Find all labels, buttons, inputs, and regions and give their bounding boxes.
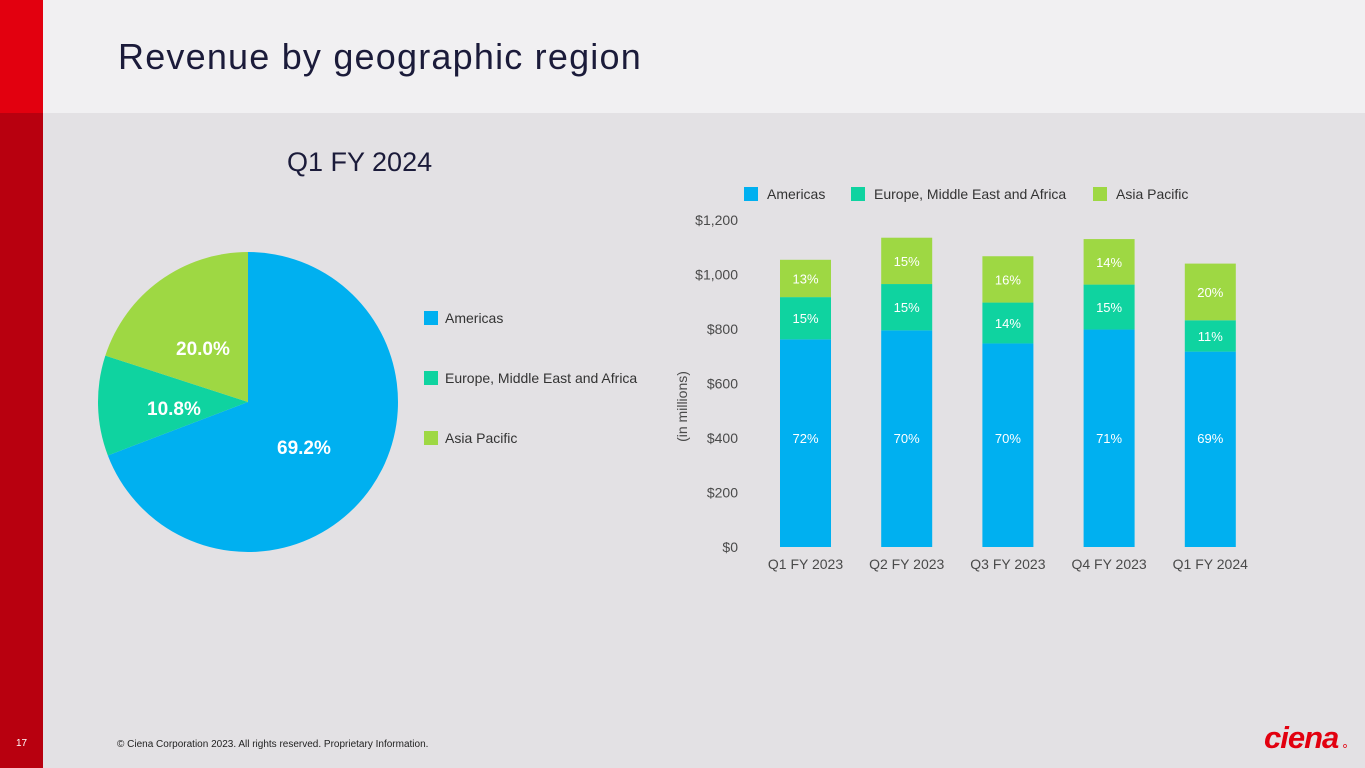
pie-legend-item: Americas <box>424 309 504 326</box>
bar-data-label: 71% <box>1096 431 1122 446</box>
legend-label: Americas <box>445 309 504 326</box>
bar-legend-label: Europe, Middle East and Africa <box>874 186 1066 202</box>
slide-title: Revenue by geographic region <box>118 36 642 77</box>
bar-segment-americas <box>780 339 831 547</box>
legend-swatch <box>424 310 438 325</box>
x-tick-label: Q1 FY 2024 <box>1173 556 1248 572</box>
x-tick-label: Q2 FY 2023 <box>869 556 944 572</box>
legend-label: Europe, Middle East and Africa <box>445 369 638 386</box>
bar-data-label: 14% <box>1096 255 1122 270</box>
x-tick-label: Q1 FY 2023 <box>768 556 843 572</box>
bar-segment-emea <box>881 284 933 331</box>
bar-legend-label: Asia Pacific <box>1116 186 1188 202</box>
brand-red-bar-top <box>0 0 43 113</box>
header-band <box>43 0 1365 113</box>
bar-segment-emea <box>780 297 831 340</box>
legend-label: Asia Pacific <box>445 429 518 446</box>
bar-legend-swatch <box>851 187 865 201</box>
y-tick-label: $400 <box>707 430 738 446</box>
y-tick-label: $0 <box>722 539 738 555</box>
y-tick-label: $800 <box>707 321 738 337</box>
bar-data-label: 13% <box>792 271 818 286</box>
copyright-notice: © Ciena Corporation 2023. All rights res… <box>117 739 429 750</box>
bar-segment-americas <box>1083 329 1135 547</box>
brand-red-bar <box>0 113 43 768</box>
y-tick-label: $600 <box>707 376 738 392</box>
stacked-bar-chart: $0 $200 $400 $600 $800 $1,000 $1,200 (in millio… <box>674 186 1248 572</box>
bar-legend-swatch <box>1093 187 1107 201</box>
pie-slice-label: 20.0% <box>176 339 230 360</box>
bar-segment-emea <box>1083 284 1135 330</box>
bar-segment-apac <box>1184 263 1236 321</box>
bar-data-label: 69% <box>1197 431 1223 446</box>
bar-data-label: 14% <box>995 316 1021 331</box>
legend-swatch <box>424 430 438 445</box>
pie-legend-item: Asia Pacific <box>424 429 518 446</box>
legend-swatch <box>424 370 438 385</box>
page-number: 17 <box>15 738 28 749</box>
pie-chart <box>97 252 398 552</box>
bar-data-label: 16% <box>995 272 1021 287</box>
bar-data-label: 11% <box>1198 329 1223 344</box>
y-tick-label: $200 <box>707 485 738 501</box>
pie-slice-emea <box>97 355 248 456</box>
bar-data-label: 72% <box>792 431 818 446</box>
pie-slice-label: 10.8% <box>147 399 201 420</box>
bar-data-label: 70% <box>894 431 920 446</box>
bar-data-label: 15% <box>894 254 920 269</box>
bar-segment-americas <box>982 343 1034 547</box>
bar-segment-emea <box>1184 320 1236 352</box>
bar-segment-apac <box>881 237 933 285</box>
bar-segment-americas <box>1184 351 1236 547</box>
bar-data-label: 15% <box>1096 300 1122 315</box>
bar-segment-emea <box>982 302 1034 344</box>
y-tick-label: $1,200 <box>695 212 738 228</box>
pie-legend-item: Europe, Middle East and Africa <box>424 369 638 386</box>
bar-segment-apac <box>780 259 831 298</box>
bar-data-label: 20% <box>1197 285 1223 300</box>
pie-chart-title: Q1 FY 2024 <box>287 147 433 177</box>
bar-segment-apac <box>1083 239 1135 285</box>
x-tick-label: Q4 FY 2023 <box>1071 556 1146 572</box>
bar-segment-apac <box>982 256 1034 303</box>
bar-data-label: 15% <box>792 311 818 326</box>
logo-wordmark: ciena <box>1264 722 1339 752</box>
pie-slice-label: 69.2% <box>277 438 331 459</box>
ciena-logo: ciena <box>1264 722 1347 752</box>
bar-data-label: 15% <box>894 300 920 315</box>
x-tick-label: Q3 FY 2023 <box>970 556 1045 572</box>
bar-legend-swatch <box>744 187 758 201</box>
trademark-mark <box>1343 744 1347 748</box>
y-axis-title: (in millions) <box>674 371 690 442</box>
pie-slice-apac <box>105 252 248 402</box>
y-tick-label: $1,000 <box>695 267 738 283</box>
bar-segment-americas <box>881 330 933 547</box>
bar-data-label: 70% <box>995 431 1021 446</box>
pie-slice-americas <box>107 252 398 552</box>
bar-legend-label: Americas <box>767 186 825 202</box>
